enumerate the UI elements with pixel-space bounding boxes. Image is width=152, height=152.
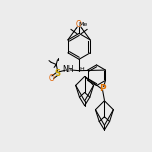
- Text: S: S: [55, 69, 61, 78]
- Text: O: O: [75, 20, 81, 29]
- Text: O: O: [48, 74, 54, 83]
- Text: P: P: [99, 84, 105, 93]
- Text: Me: Me: [79, 22, 88, 27]
- Text: H: H: [79, 67, 84, 72]
- Text: NH: NH: [62, 65, 74, 74]
